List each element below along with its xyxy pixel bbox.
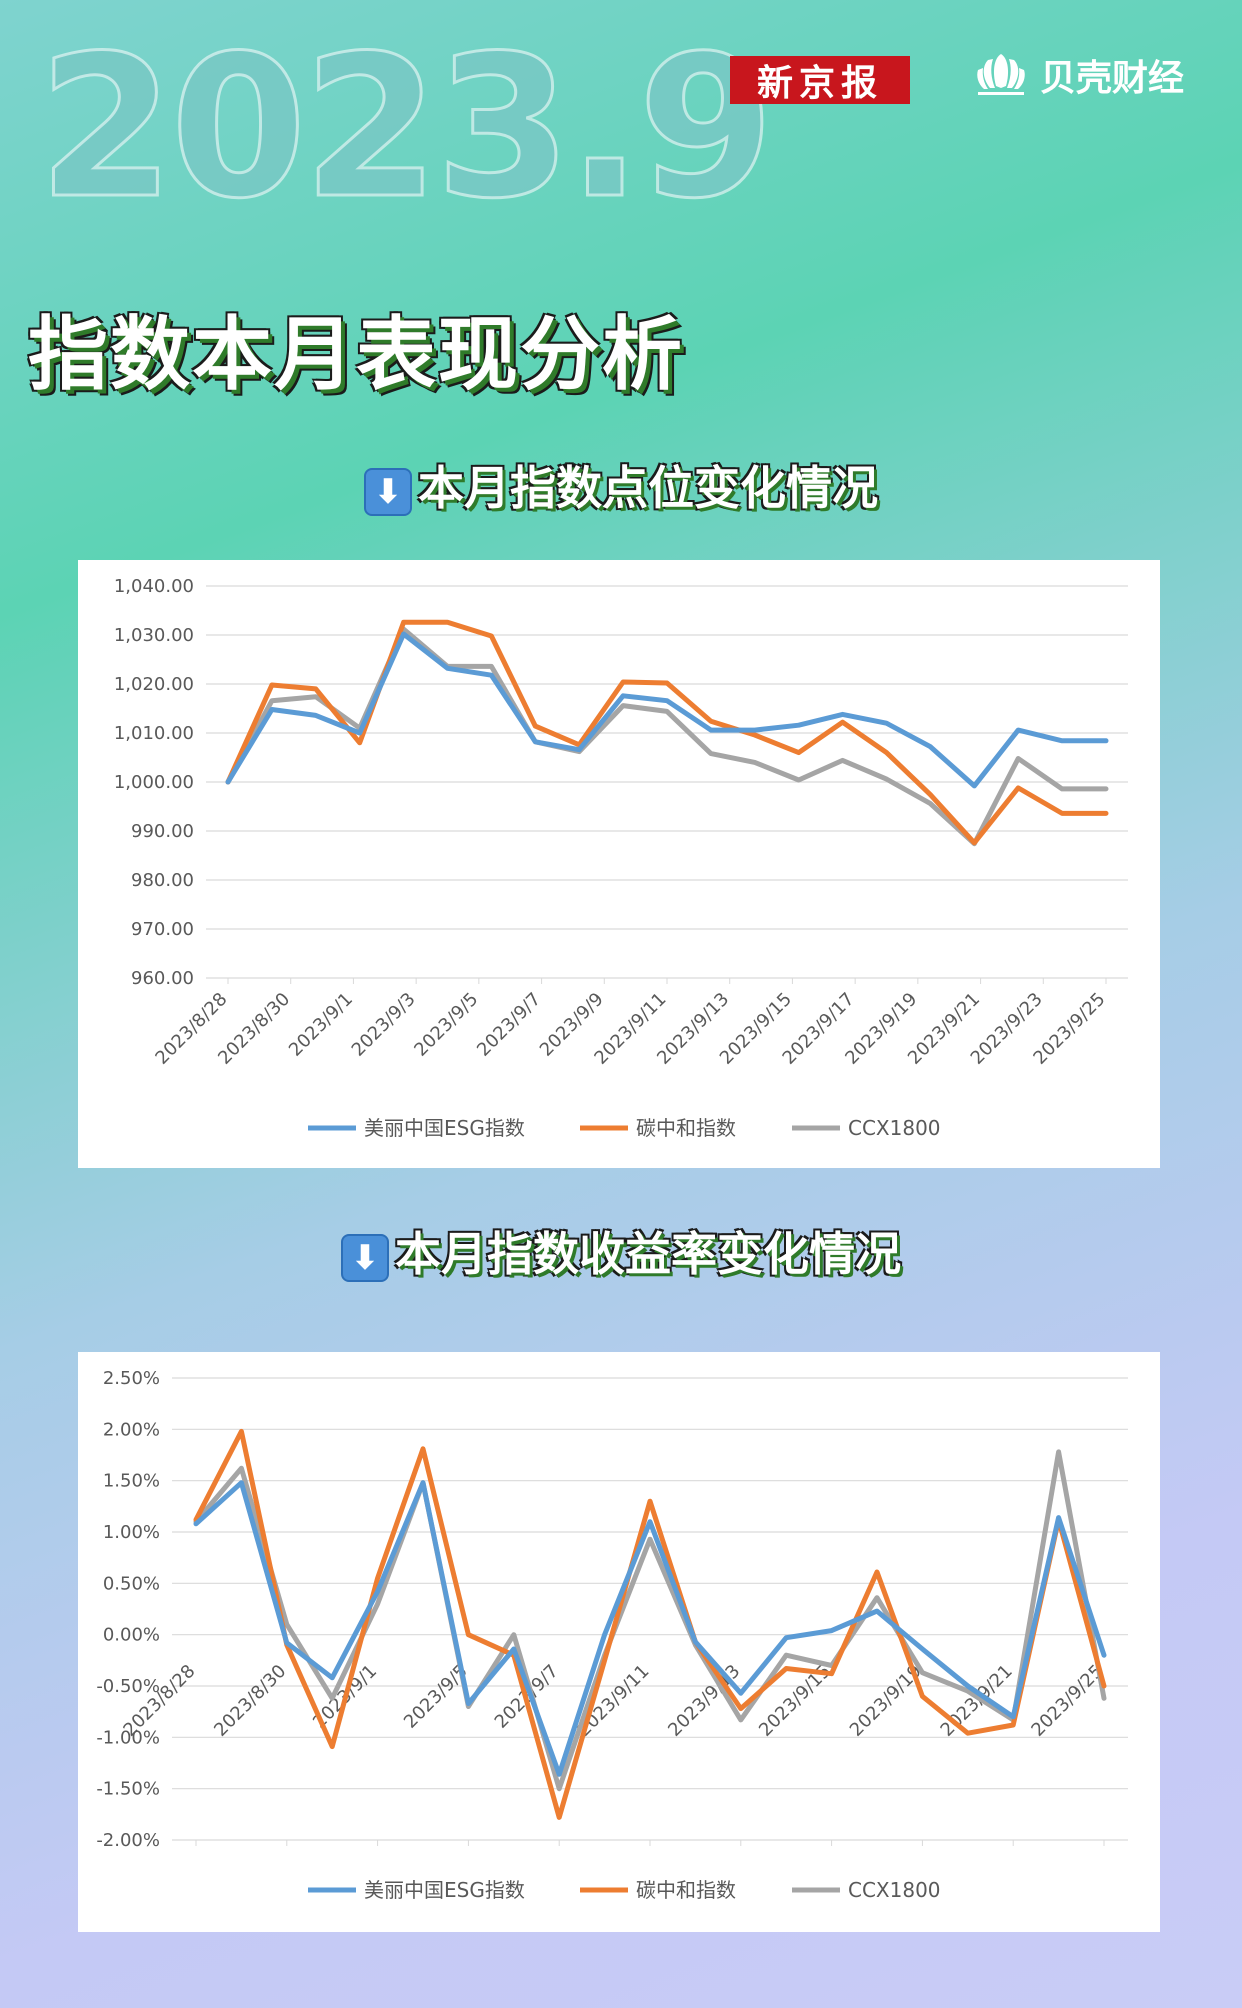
legend-label: 碳中和指数 xyxy=(636,1878,736,1902)
y-tick-label: 990.00 xyxy=(131,821,194,842)
returns-line-chart: -2.00% -1.50% -1.00% -0.50% 0.00% 0.50% 1.00% 1… xyxy=(96,1368,1128,1902)
y-tick-label: 1,030.00 xyxy=(114,625,194,646)
x-tick-label: 2023/9/3 xyxy=(348,989,420,1061)
returns-chart-panel: -2.00% -1.50% -1.00% -0.50% 0.00% 0.50% 1.00% 1… xyxy=(78,1352,1160,1932)
y-tick-label: -0.50% xyxy=(96,1676,160,1697)
x-tick-label: 2023/9/5 xyxy=(410,989,482,1061)
y-tick-label: 960.00 xyxy=(131,968,194,989)
x-tick-label: 2023/9/7 xyxy=(473,989,545,1061)
y-tick-label: 2.00% xyxy=(103,1419,160,1440)
legend-label: 碳中和指数 xyxy=(636,1116,736,1140)
section2-title: ⬇ 本月指数收益率变化情况 xyxy=(0,1218,1242,1284)
x-tick-label: 2023/9/13 xyxy=(664,1661,744,1741)
y-tick-label: 970.00 xyxy=(131,919,194,940)
y-tick-label: -1.50% xyxy=(96,1779,160,1800)
series-line xyxy=(193,1480,1107,1777)
beike-finance-logo: 贝壳财经 xyxy=(970,48,1184,102)
y-tick-label: 0.50% xyxy=(103,1573,160,1594)
legend-label: CCX1800 xyxy=(848,1116,941,1140)
x-tick-label: 2023/8/30 xyxy=(210,1661,290,1741)
y-tick-label: 980.00 xyxy=(131,870,194,891)
y-tick-label: 1.00% xyxy=(103,1522,160,1543)
shell-icon xyxy=(977,54,1025,95)
y-tick-label: 1,000.00 xyxy=(114,772,194,793)
y-tick-label: -2.00% xyxy=(96,1830,160,1851)
page-title: 指数本月表现分析 xyxy=(28,308,684,401)
y-tick-label: 2.50% xyxy=(103,1368,160,1389)
legend-label: 美丽中国ESG指数 xyxy=(364,1116,525,1140)
y-tick-label: 1,040.00 xyxy=(114,576,194,597)
series-line xyxy=(193,1428,1107,1820)
series-line xyxy=(225,631,1109,789)
x-tick-label: 2023/9/1 xyxy=(285,989,357,1061)
section2-title-text: 本月指数收益率变化情况 xyxy=(395,1227,901,1281)
y-tick-label: 0.00% xyxy=(103,1625,160,1646)
legend-label: CCX1800 xyxy=(848,1878,941,1902)
points-line-chart: 960.00 970.00 980.00 990.00 1,000.00 1,010.00… xyxy=(114,576,1128,1140)
series-line xyxy=(193,1449,1107,1792)
legend-label: 美丽中国ESG指数 xyxy=(364,1878,525,1902)
y-tick-label: 1,020.00 xyxy=(114,674,194,695)
down-arrow-icon: ⬇ xyxy=(364,467,412,516)
y-tick-label: 1.50% xyxy=(103,1471,160,1492)
year-watermark: 2023.9 xyxy=(36,14,775,242)
section1-title: ⬇ 本月指数点位变化情况 xyxy=(0,452,1242,518)
y-tick-label: -1.00% xyxy=(96,1727,160,1748)
beike-logo-text: 贝壳财经 xyxy=(1040,58,1185,99)
x-tick-label: 2023/9/25 xyxy=(1027,1661,1107,1741)
down-arrow-icon: ⬇ xyxy=(341,1233,389,1282)
section1-title-text: 本月指数点位变化情况 xyxy=(418,461,878,515)
y-tick-label: 1,010.00 xyxy=(114,723,194,744)
points-chart-panel: 960.00 970.00 980.00 990.00 1,000.00 1,010.00… xyxy=(78,560,1160,1168)
xinjingbao-logo: 新京报 xyxy=(730,56,910,104)
